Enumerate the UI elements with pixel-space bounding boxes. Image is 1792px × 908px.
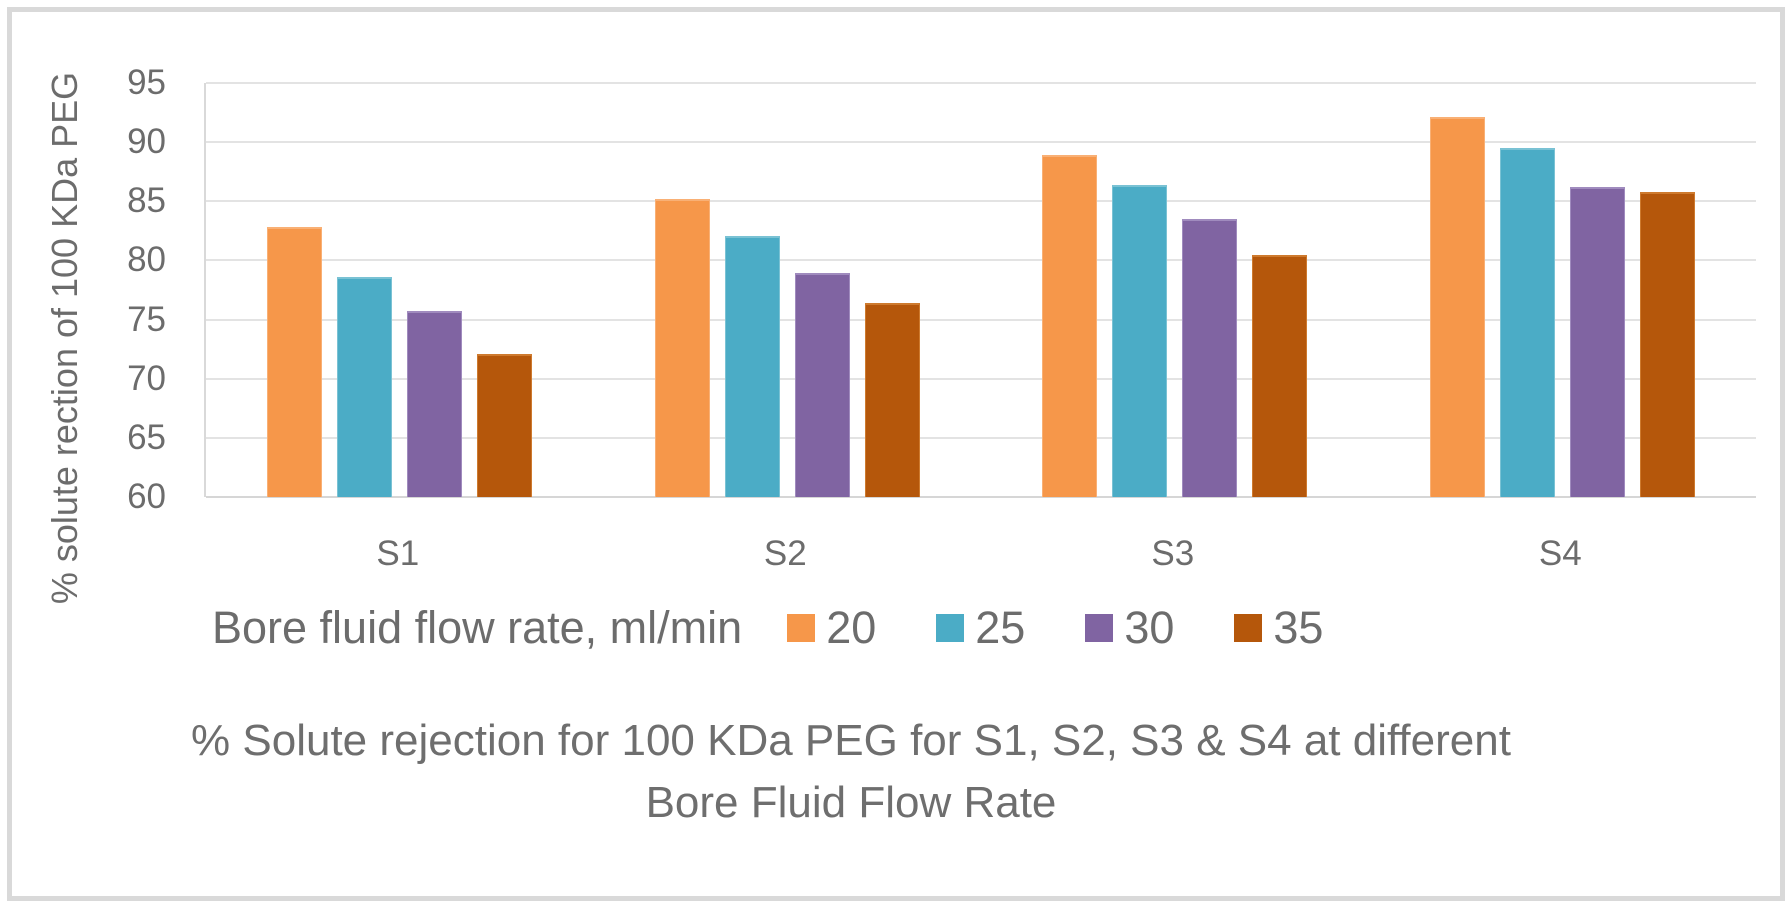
legend-title: Bore fluid flow rate, ml/min — [212, 602, 743, 653]
bar-S3-rate20 — [1042, 155, 1098, 497]
gridline-80 — [206, 259, 1756, 262]
y-tick-90: 90 — [127, 122, 166, 162]
bar-S1-rate35 — [477, 353, 533, 497]
bar-S1-rate20 — [267, 227, 323, 497]
bar-group-S2 — [594, 83, 982, 497]
y-tick-85: 85 — [127, 181, 166, 221]
legend-swatch-35 — [1234, 614, 1263, 642]
chart-title-line2: Bore Fluid Flow Rate — [645, 778, 1057, 827]
gridline-65 — [206, 436, 1756, 439]
legend-items: 20 25 30 35 — [787, 602, 1383, 654]
y-tick-75: 75 — [127, 299, 166, 339]
legend-item-30: 30 — [1085, 602, 1174, 654]
plot-area — [204, 82, 1757, 498]
bar-group-S4 — [1369, 83, 1757, 497]
chart-title: % Solute rejection for 100 KDa PEG for S… — [12, 710, 1690, 834]
legend-swatch-25 — [936, 614, 965, 642]
chart-frame: % solute rection of 100 KDa PEG 60 65 70 75… — [7, 7, 1785, 901]
y-tick-95: 95 — [127, 63, 166, 102]
bar-S2-rate20 — [654, 198, 710, 497]
y-tick-70: 70 — [127, 358, 166, 398]
bar-S4-rate25 — [1499, 148, 1555, 497]
legend-label-35: 35 — [1273, 602, 1324, 653]
y-tick-80: 80 — [127, 240, 166, 280]
legend-swatch-30 — [1085, 614, 1114, 642]
bar-S1-rate25 — [337, 277, 393, 497]
chart-title-line1: % Solute rejection for 100 KDa PEG for S… — [191, 716, 1511, 765]
bar-S2-rate25 — [724, 235, 780, 497]
bar-S2-rate30 — [794, 273, 850, 497]
y-tick-65: 65 — [127, 417, 166, 457]
gridline-95 — [206, 82, 1756, 84]
legend-item-20: 20 — [787, 602, 876, 654]
bar-S1-rate30 — [407, 311, 463, 497]
bar-S3-rate35 — [1252, 254, 1308, 497]
legend-label-25: 25 — [975, 602, 1026, 653]
legend-label-30: 30 — [1124, 602, 1175, 653]
y-tick-60: 60 — [127, 477, 166, 516]
bar-group-S1 — [206, 83, 594, 497]
bar-S4-rate35 — [1639, 191, 1695, 497]
x-axis-line — [206, 496, 1756, 498]
gridline-90 — [206, 141, 1756, 144]
x-category-label-S3: S3 — [1151, 534, 1195, 573]
gridline-75 — [206, 318, 1756, 321]
bar-S4-rate20 — [1429, 117, 1485, 497]
bar-S4-rate30 — [1569, 187, 1625, 497]
legend: Bore fluid flow rate, ml/min 20 25 30 35 — [212, 600, 1383, 656]
legend-label-20: 20 — [826, 602, 877, 653]
x-category-label-S2: S2 — [763, 534, 807, 573]
legend-item-35: 35 — [1234, 602, 1323, 654]
x-category-label-S4: S4 — [1538, 534, 1582, 573]
bar-S3-rate25 — [1112, 184, 1168, 497]
legend-item-25: 25 — [936, 602, 1025, 654]
x-category-label-S1: S1 — [376, 534, 420, 573]
gridline-85 — [206, 200, 1756, 203]
legend-swatch-20 — [787, 614, 816, 642]
bar-S2-rate35 — [864, 303, 920, 497]
bar-S3-rate30 — [1182, 219, 1238, 497]
gridline-70 — [206, 377, 1756, 380]
bar-group-S3 — [981, 83, 1369, 497]
